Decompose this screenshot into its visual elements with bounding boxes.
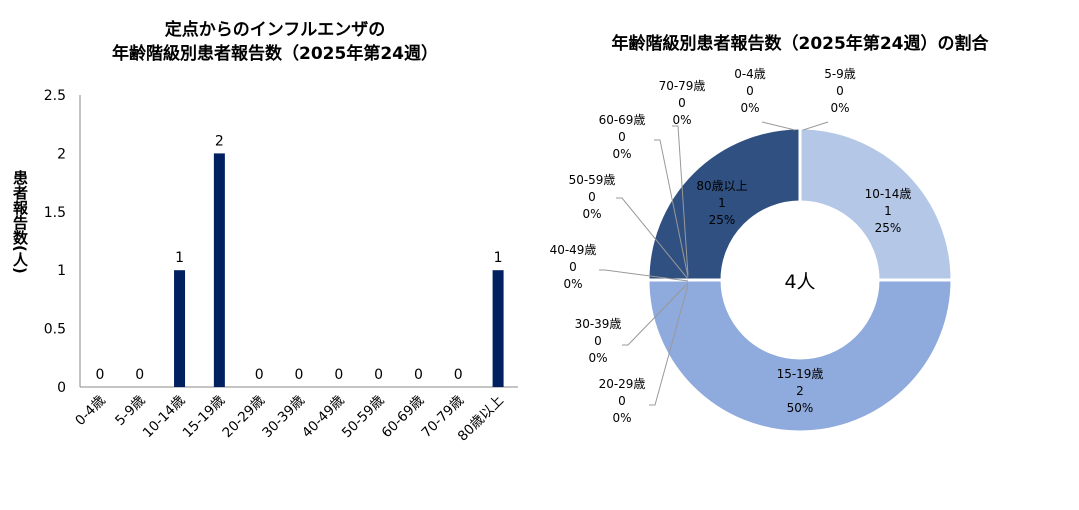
bar	[174, 270, 186, 387]
slice-label-line: 0%	[612, 147, 631, 161]
leader-line	[649, 284, 689, 406]
slice-label-line: 70-79歳	[659, 79, 706, 93]
slice-label-line: 25%	[709, 213, 736, 227]
bar-chart-title-line: 年齢階級別患者報告数（2025年第24週）	[112, 44, 438, 64]
data-label: 1	[494, 250, 503, 266]
leader-line	[616, 197, 689, 280]
y-tick-label: 2.5	[44, 88, 66, 104]
slice-label-line: 0	[569, 260, 577, 274]
leader-lines	[599, 121, 829, 406]
slice-label-line: 0%	[740, 101, 759, 115]
donut-slice	[646, 126, 802, 282]
x-tick-label: 50-59歳	[339, 392, 388, 441]
y-tick-label: 0	[57, 380, 66, 396]
slice-label-line: 0%	[612, 411, 631, 425]
donut-slice	[646, 278, 954, 434]
slice-label: 30-39歳 0 0%	[575, 317, 622, 365]
leader-line	[599, 269, 689, 282]
slice-label-line: 0	[836, 84, 844, 98]
slice-label-line: 1	[884, 204, 892, 218]
slice-label: 60-69歳 0 0%	[599, 113, 646, 161]
leader-line	[654, 139, 689, 278]
leader-line	[802, 121, 829, 131]
x-tick-label: 40-49歳	[299, 392, 348, 441]
data-label: 0	[135, 367, 144, 383]
data-label: 0	[414, 367, 423, 383]
data-label: 0	[255, 367, 264, 383]
slice-label-line: 0%	[582, 207, 601, 221]
slice-label-line: 0	[678, 96, 686, 110]
slice-label-line: 0	[746, 84, 754, 98]
slice-label: 70-79歳 0 0%	[659, 79, 706, 127]
y-axis-label: 患者報告数(人)	[11, 170, 29, 274]
leader-line	[622, 282, 689, 346]
donut-slice	[798, 126, 954, 282]
slice-label-line: 0%	[830, 101, 849, 115]
data-label: 1	[175, 250, 184, 266]
x-tick-label: 60-69歳	[379, 392, 428, 441]
data-label: 0	[454, 367, 463, 383]
leader-line	[672, 125, 689, 276]
slice-label: 0-4歳 0 0%	[734, 67, 766, 115]
slice-label: 40-49歳 0 0%	[550, 243, 597, 291]
slice-label-line: 80歳以上	[696, 179, 747, 193]
data-label: 0	[295, 367, 304, 383]
slice-label-line: 25%	[875, 221, 902, 235]
slice-label-line: 2	[796, 384, 804, 398]
x-tick-label: 5-9歳	[112, 392, 149, 429]
slice-label: 5-9歳 0 0%	[824, 67, 856, 115]
x-tick-label: 10-14歳	[140, 392, 189, 441]
bar-chart-title-line: 定点からのインフルエンザの	[164, 20, 386, 40]
slice-label-line: 0	[588, 190, 596, 204]
donut-center-label: 4人	[784, 271, 815, 293]
slice-label-line: 0-4歳	[734, 67, 766, 81]
slice-label-line: 0	[618, 394, 626, 408]
bar-chart-title: 定点からのインフルエンザの年齢階級別患者報告数（2025年第24週）	[40, 18, 510, 66]
slice-label: 50-59歳 0 0%	[569, 173, 616, 221]
slice-label-line: 0	[618, 130, 626, 144]
slice-label-line: 30-39歳	[575, 317, 622, 331]
slice-label: 80歳以上 1 25%	[696, 179, 747, 227]
slice-label-line: 0%	[672, 113, 691, 127]
leader-line	[761, 121, 796, 131]
x-tick-label: 0-4歳	[72, 392, 109, 429]
slice-label: 15-19歳 2 50%	[777, 367, 824, 415]
slice-label-line: 20-29歳	[599, 377, 646, 391]
slice-label: 20-29歳 0 0%	[599, 377, 646, 425]
bar	[213, 153, 225, 387]
slice-label-line: 15-19歳	[777, 367, 824, 381]
bar	[492, 270, 504, 387]
slice-label-line: 1	[718, 196, 726, 210]
slice-label-line: 50-59歳	[569, 173, 616, 187]
y-tick-label: 0.5	[44, 322, 66, 338]
slice-label-line: 60-69歳	[599, 113, 646, 127]
slice-label-line: 5-9歳	[824, 67, 856, 81]
y-tick-label: 2	[57, 146, 66, 162]
x-tick-label: 15-19歳	[180, 392, 229, 441]
slice-label-line: 50%	[787, 401, 814, 415]
x-tick-label: 20-29歳	[219, 392, 268, 441]
slice-label-line: 0%	[588, 351, 607, 365]
slice-label: 10-14歳 1 25%	[865, 187, 912, 235]
y-tick-label: 1	[57, 263, 66, 279]
data-label: 0	[374, 367, 383, 383]
data-label: 0	[95, 367, 104, 383]
bar-chart: 0 0.5 1 1.5 2 2.5 0 0-4歳 0 5-9歳 1 10-14歳 2 15-19歳 0 20-…	[44, 88, 518, 445]
slice-label-line: 10-14歳	[865, 187, 912, 201]
slice-label-line: 0%	[563, 277, 582, 291]
x-tick-label: 30-39歳	[259, 392, 308, 441]
slice-label-line: 0	[594, 334, 602, 348]
data-label: 2	[215, 133, 224, 149]
donut-chart-title: 年齢階級別患者報告数（2025年第24週）の割合	[611, 34, 989, 54]
slice-labels: 0-4歳 0 0% 5-9歳 0 0% 10-14歳 1 25% 15-19歳 2 50% 20-29歳…	[550, 67, 912, 425]
y-tick-label: 1.5	[44, 205, 66, 221]
slice-label-line: 40-49歳	[550, 243, 597, 257]
data-label: 0	[334, 367, 343, 383]
